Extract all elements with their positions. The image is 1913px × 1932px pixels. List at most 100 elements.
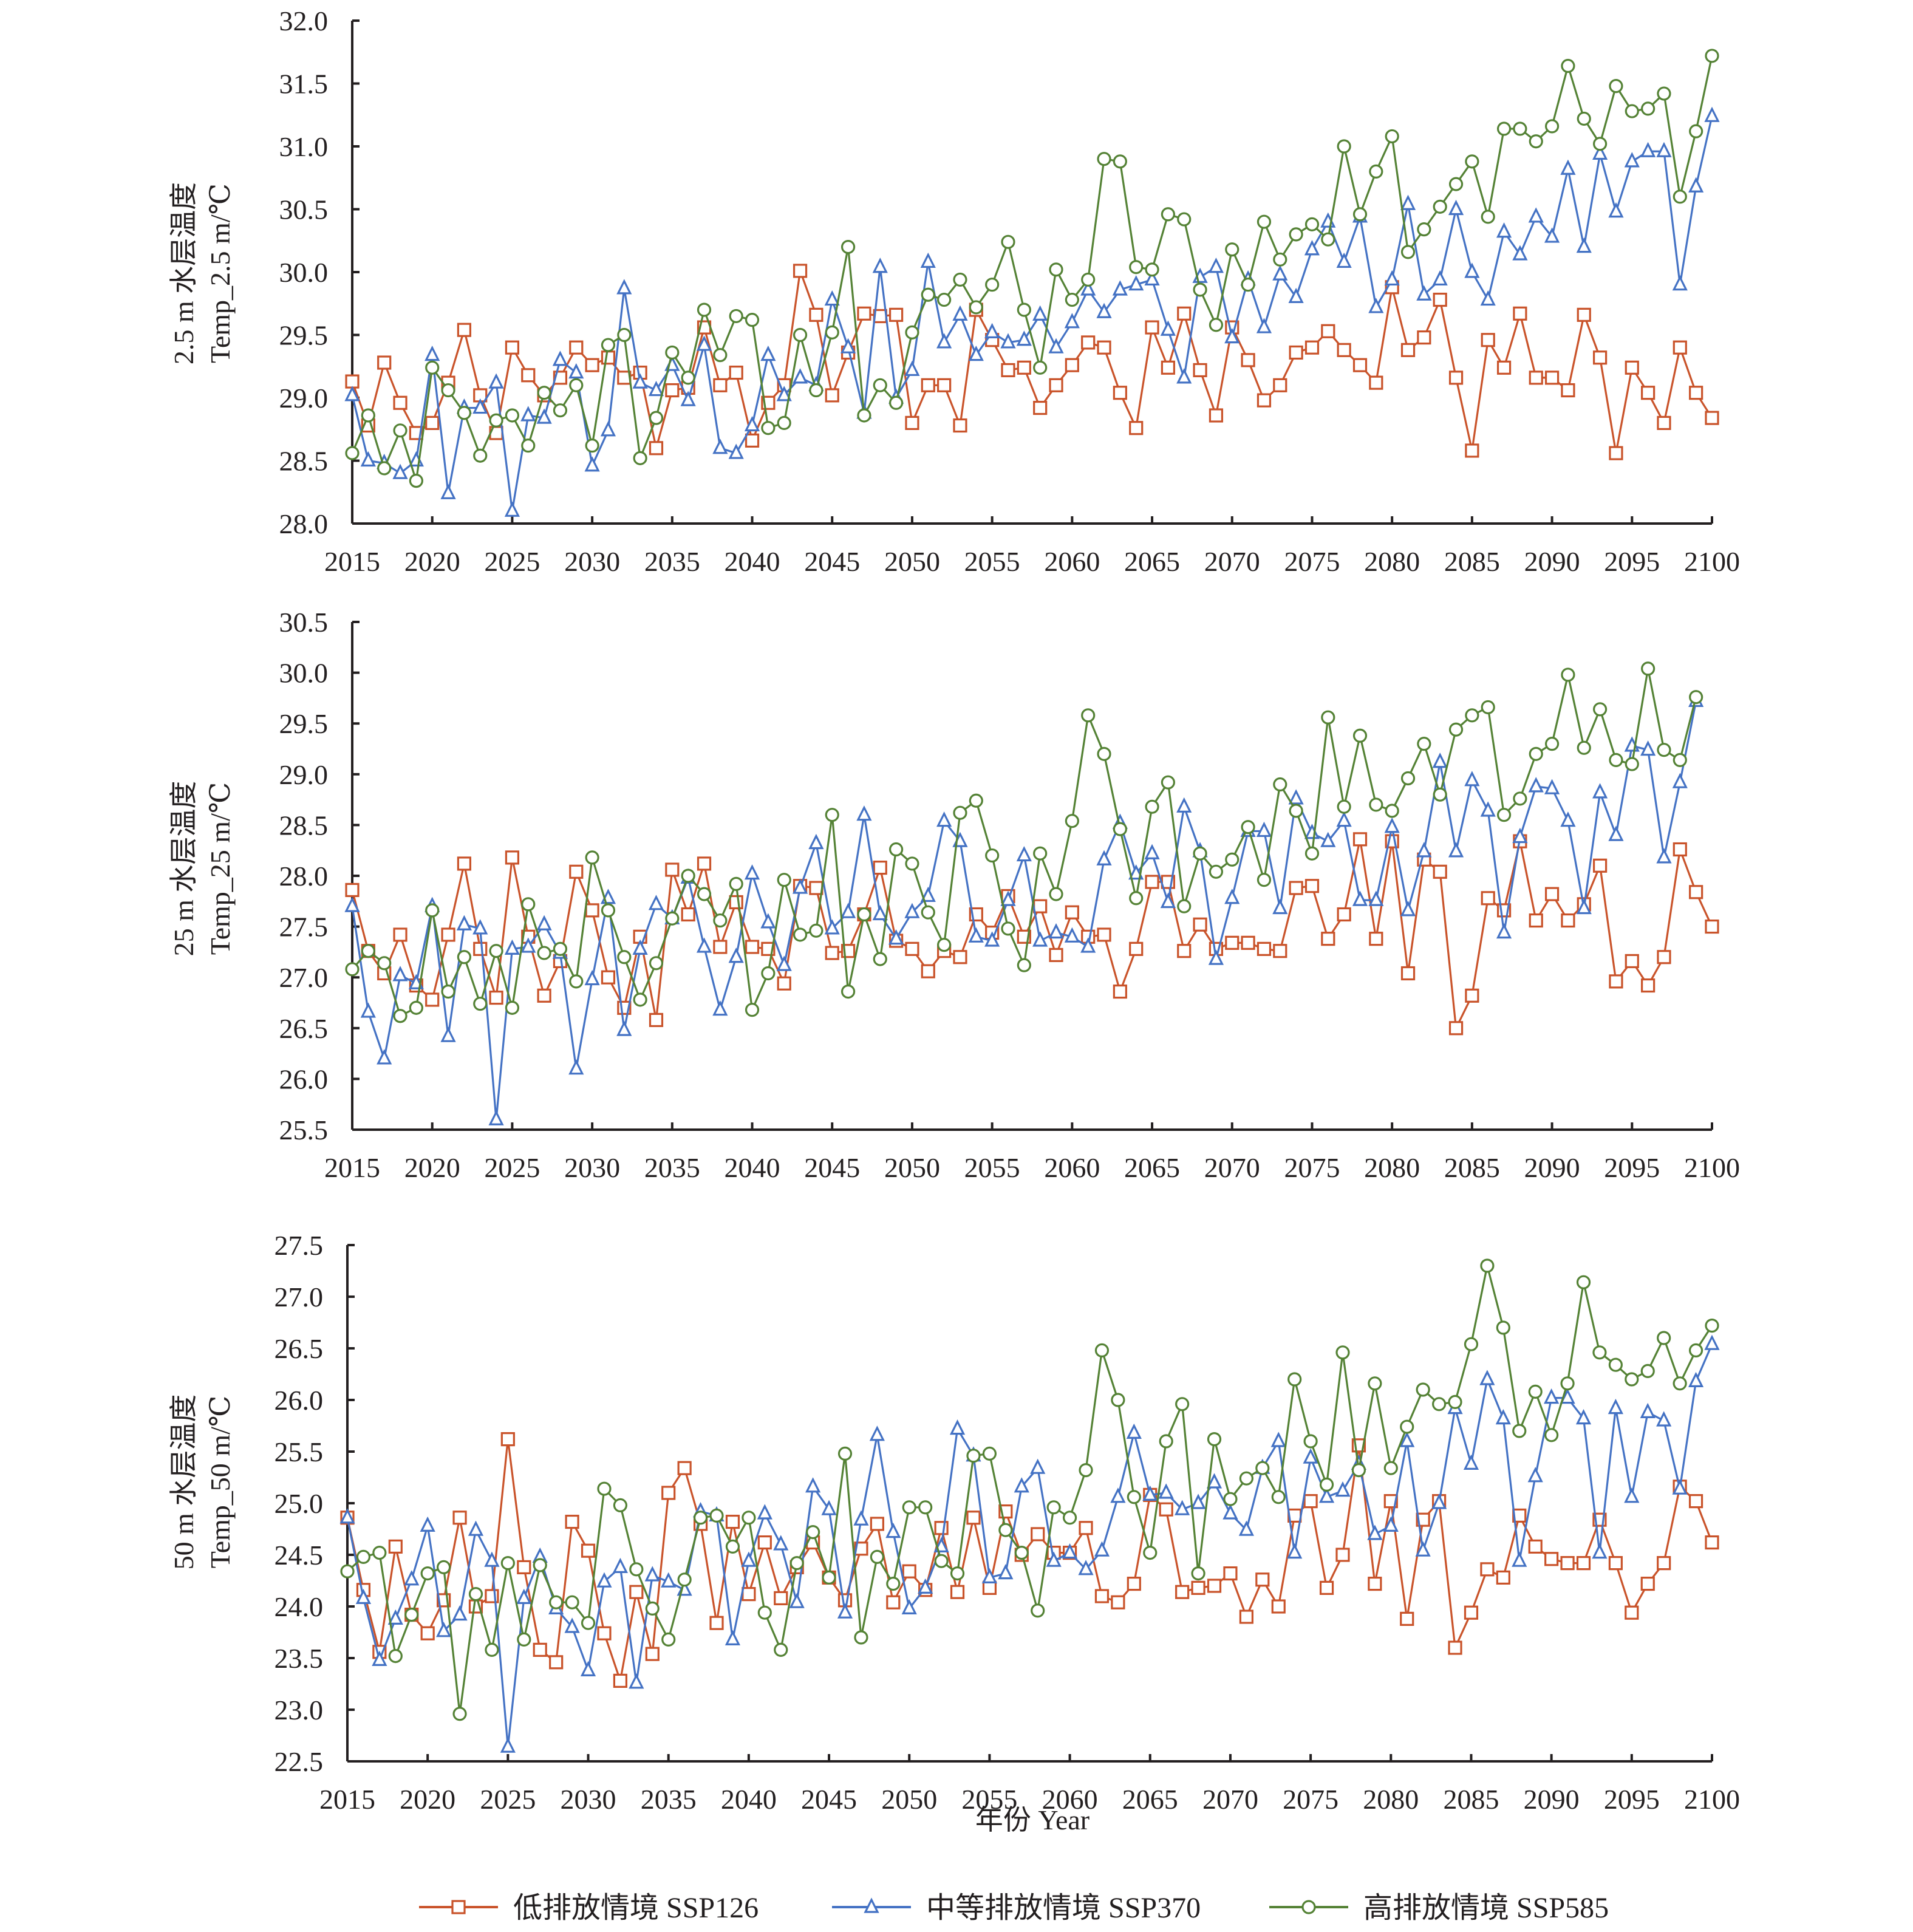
y-tick-label: 28.5	[279, 810, 329, 841]
data-point	[344, 896, 360, 912]
series-line	[346, 1343, 1713, 1748]
data-point	[1127, 1577, 1141, 1591]
data-point	[921, 287, 935, 302]
data-point	[613, 1673, 628, 1688]
data-point	[773, 1535, 789, 1551]
x-tick-label: 2055	[964, 1152, 1020, 1183]
y-tick-label: 30.0	[279, 257, 329, 288]
data-point	[905, 415, 919, 431]
data-point	[1241, 278, 1255, 292]
data-point	[520, 937, 536, 953]
data-point	[457, 950, 471, 964]
data-point	[1321, 324, 1335, 338]
data-point	[425, 360, 440, 375]
data-point	[677, 1461, 692, 1475]
data-point	[1432, 270, 1448, 286]
data-point	[1078, 1560, 1094, 1575]
data-point	[485, 1642, 499, 1657]
x-tick-label: 2035	[644, 1152, 700, 1183]
data-point	[1641, 386, 1656, 400]
data-point	[1513, 791, 1527, 806]
data-point	[616, 279, 632, 295]
data-point	[1592, 1345, 1607, 1360]
y-tick-label: 26.5	[275, 1333, 324, 1364]
data-point	[1416, 1512, 1430, 1527]
series-triangle	[344, 106, 1720, 517]
data-point	[457, 406, 471, 420]
data-point	[568, 1059, 584, 1075]
data-point	[345, 962, 360, 977]
data-point	[1481, 700, 1495, 715]
data-point	[713, 348, 728, 363]
data-point	[905, 325, 919, 340]
data-point	[681, 370, 695, 385]
data-point	[1193, 846, 1207, 861]
data-point	[888, 842, 904, 857]
data-point	[1143, 1546, 1158, 1560]
data-point	[1193, 282, 1207, 297]
data-point	[1064, 313, 1080, 329]
data-point	[760, 346, 776, 361]
data-point	[1065, 814, 1079, 828]
data-point	[633, 992, 647, 1007]
data-point	[1321, 710, 1335, 725]
data-point	[500, 1556, 515, 1571]
y-tick-label: 30.5	[279, 194, 329, 225]
data-point	[777, 873, 791, 887]
data-point	[1014, 1477, 1029, 1493]
data-point	[1417, 222, 1431, 237]
data-point	[537, 988, 551, 1003]
data-point	[580, 1661, 596, 1676]
data-point	[712, 1000, 728, 1016]
x-tick-label: 2080	[1364, 546, 1420, 577]
series-circle	[345, 49, 1719, 488]
data-point	[966, 1449, 981, 1463]
data-point	[1689, 124, 1703, 138]
data-point	[857, 408, 871, 423]
data-point	[1001, 921, 1015, 936]
data-point	[1705, 411, 1719, 425]
data-point	[918, 1578, 933, 1594]
data-point	[1417, 330, 1431, 345]
y-tick-label: 32.0	[279, 5, 329, 36]
data-point	[1097, 152, 1111, 166]
data-point	[1000, 333, 1016, 349]
data-point	[934, 1521, 949, 1535]
data-point	[870, 1517, 884, 1531]
data-point	[1369, 375, 1383, 390]
data-point	[345, 882, 360, 898]
data-point	[966, 1510, 981, 1525]
data-point	[1017, 360, 1031, 375]
data-point	[1097, 340, 1111, 355]
data-point	[1287, 1372, 1302, 1387]
x-tick-label: 2060	[1044, 546, 1100, 577]
data-point	[729, 365, 743, 380]
data-point	[1529, 134, 1543, 149]
data-point	[1127, 1490, 1141, 1504]
data-point	[1689, 885, 1703, 899]
data-point	[1448, 1021, 1464, 1036]
x-tick-label: 2060	[1042, 1784, 1098, 1815]
data-point	[1304, 240, 1320, 256]
data-point	[1048, 923, 1064, 939]
data-point	[1416, 285, 1432, 301]
data-point	[504, 501, 520, 517]
data-point	[1657, 1556, 1671, 1571]
data-point	[1129, 891, 1144, 906]
data-point	[1608, 202, 1624, 218]
data-point	[809, 383, 824, 398]
data-point	[1705, 1319, 1719, 1333]
series-square	[340, 1432, 1719, 1688]
data-point	[1575, 1409, 1592, 1425]
data-point	[1209, 318, 1224, 332]
data-point	[1576, 898, 1592, 915]
data-point	[1241, 935, 1255, 950]
x-tick-label: 2030	[561, 1784, 616, 1815]
data-point	[696, 937, 712, 953]
data-point	[1033, 846, 1048, 861]
data-point	[1528, 777, 1544, 793]
y-tick-label: 31.0	[279, 131, 329, 162]
data-point	[521, 897, 536, 912]
data-point	[985, 278, 1000, 292]
data-point	[520, 406, 536, 422]
